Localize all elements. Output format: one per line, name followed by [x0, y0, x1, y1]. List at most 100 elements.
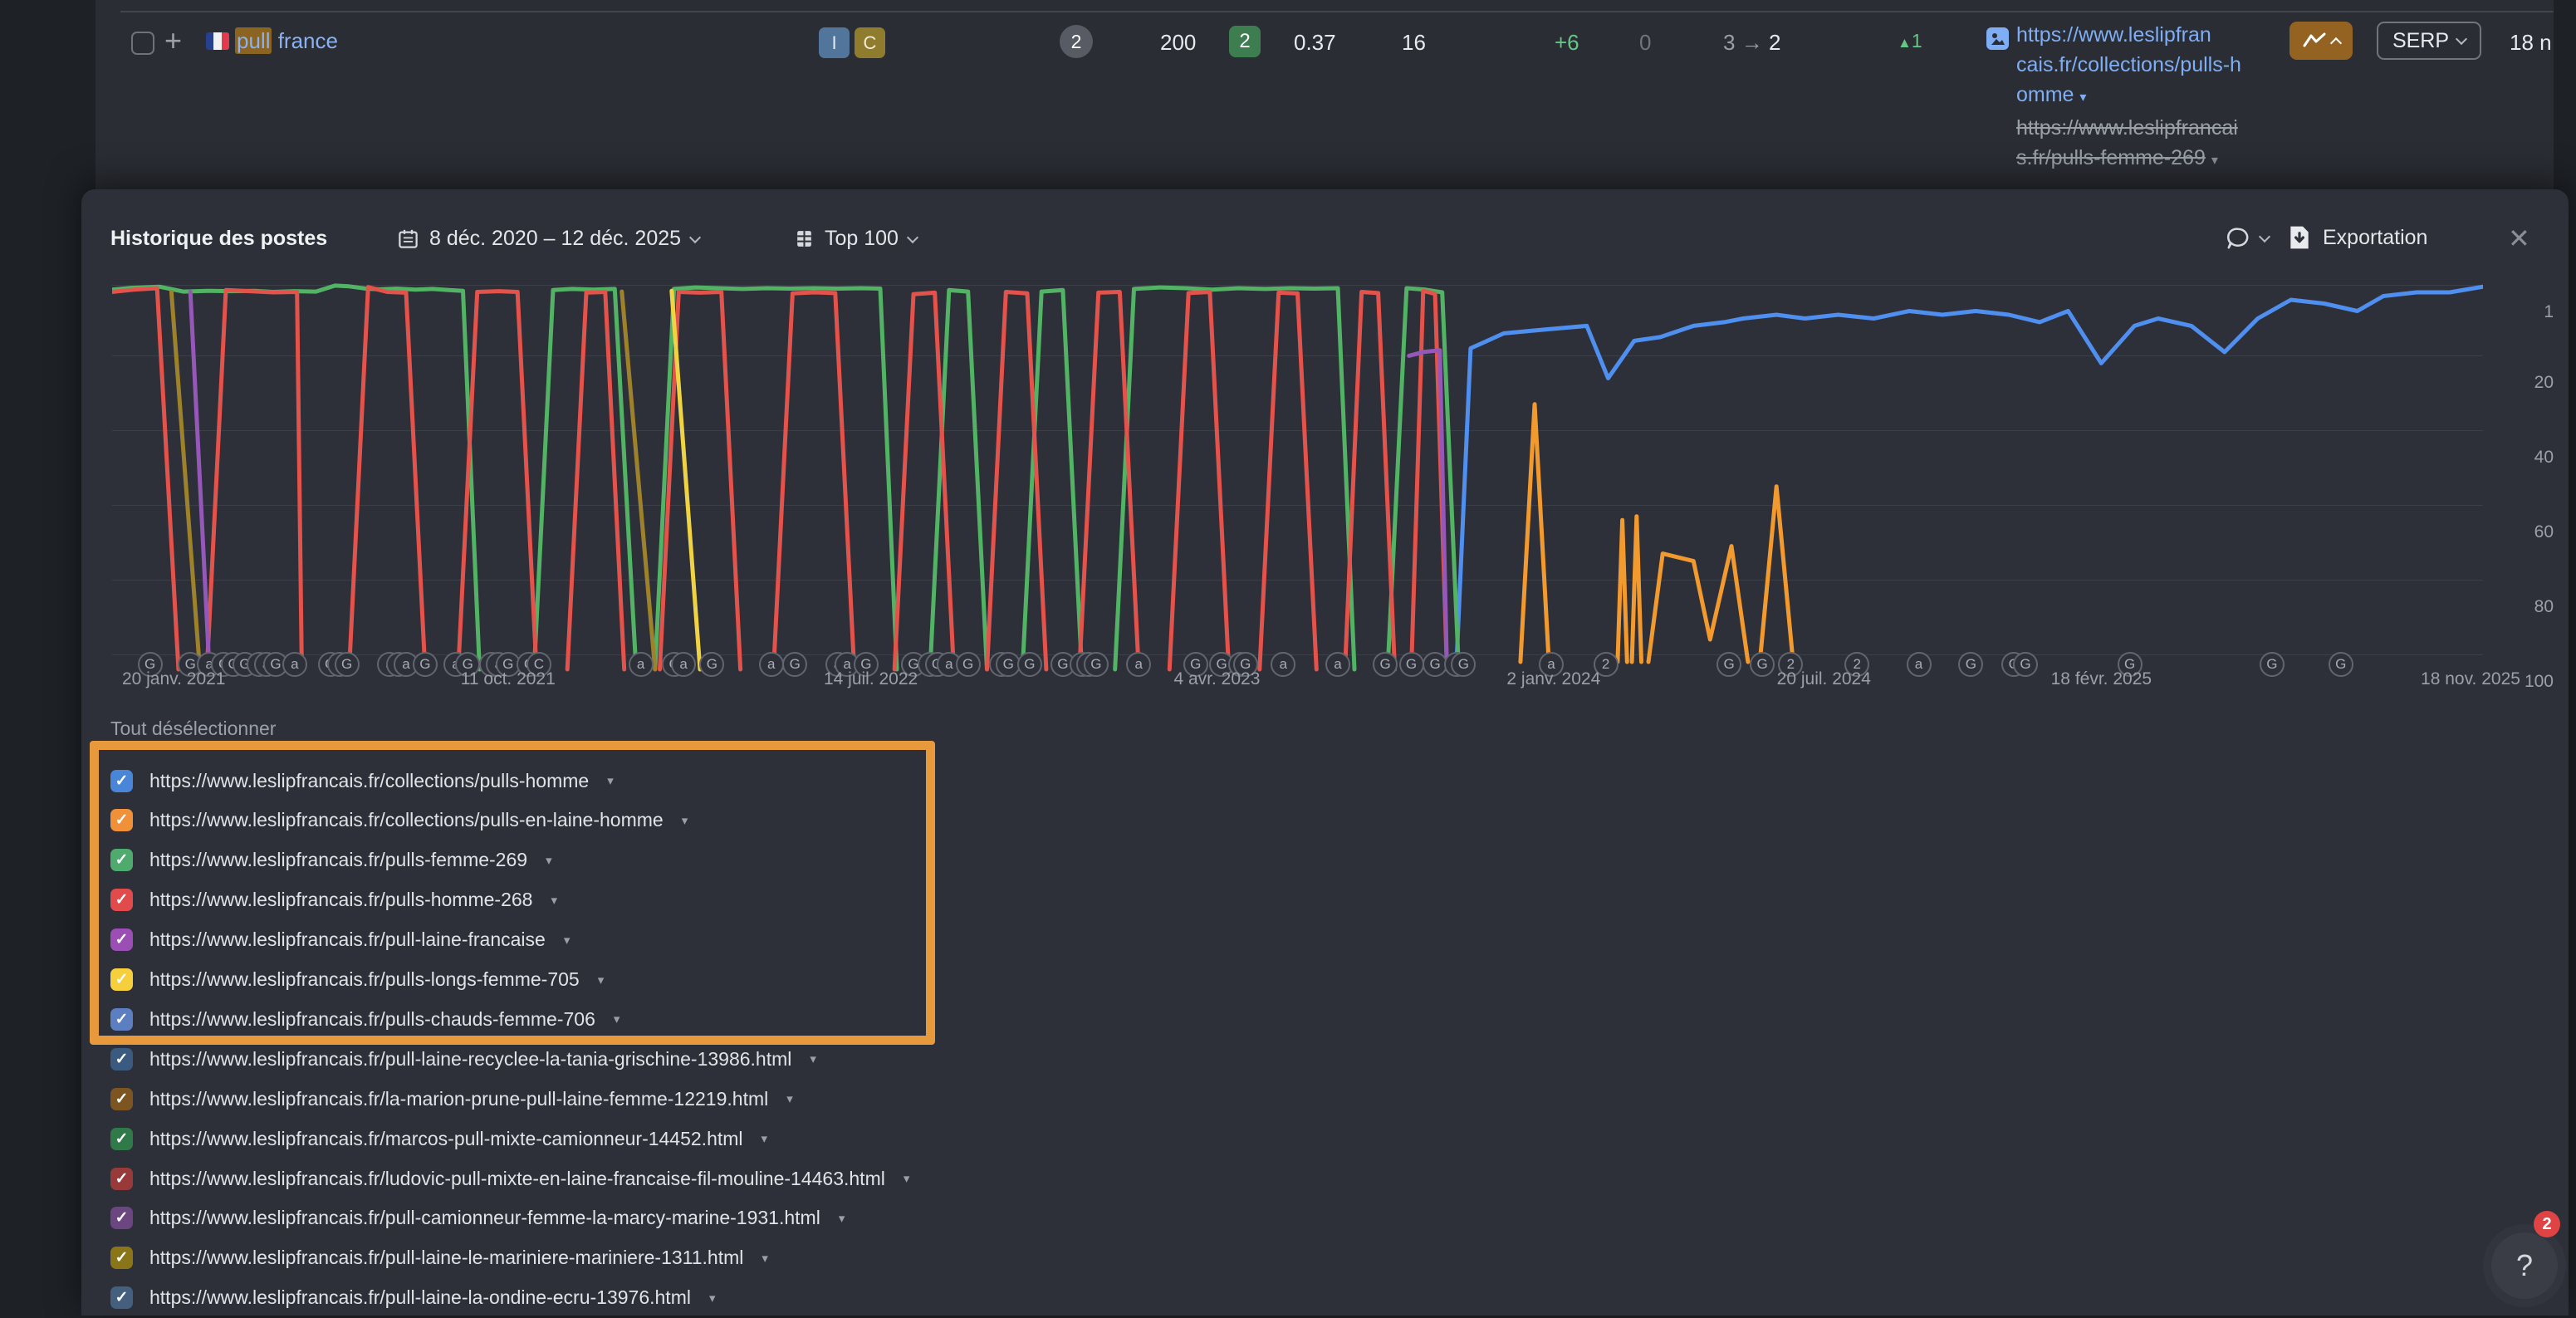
caret-down-icon[interactable]: ▾	[2079, 91, 2087, 105]
position-history-chart[interactable]	[112, 282, 2483, 679]
caret-down-icon[interactable]: ▾	[762, 1251, 768, 1266]
update-marker-G[interactable]: G	[699, 652, 725, 677]
url-label[interactable]: https://www.leslipfrancais.fr/la-marion-…	[149, 1087, 769, 1110]
previous-url[interactable]: https://www.leslipfrancai s.fr/pulls-fem…	[2016, 113, 2265, 176]
url-checkbox[interactable]: ✓	[110, 889, 133, 912]
caret-down-icon[interactable]: ▾	[546, 853, 552, 868]
update-marker-G[interactable]: G	[1717, 652, 1742, 677]
update-marker-a[interactable]: a	[758, 652, 784, 677]
close-icon[interactable]: ✕	[2508, 223, 2530, 253]
update-marker-G[interactable]: G	[1083, 652, 1109, 677]
update-marker-G[interactable]: G	[1958, 652, 1984, 677]
image-thumbnail-icon[interactable]	[1986, 27, 2009, 50]
caret-down-icon[interactable]: ▾	[838, 1211, 845, 1226]
url-checkbox[interactable]: ✓	[110, 809, 133, 832]
update-marker-G[interactable]: G	[495, 652, 521, 677]
url-checkbox[interactable]: ✓	[110, 769, 133, 792]
url-checkbox[interactable]: ✓	[110, 1207, 133, 1230]
position-history-toggle-button[interactable]	[2290, 22, 2353, 60]
update-marker-G[interactable]: G	[955, 652, 981, 677]
serp-dropdown-button[interactable]: SERP	[2377, 22, 2481, 60]
caret-down-icon[interactable]: ▾	[613, 1012, 620, 1027]
update-marker-2[interactable]: 2	[1778, 652, 1804, 677]
update-marker-a[interactable]: a	[671, 652, 697, 677]
url-label[interactable]: https://www.leslipfrancais.fr/pull-laine…	[149, 1047, 792, 1070]
update-marker-G[interactable]: G	[2328, 652, 2353, 677]
update-marker-G[interactable]: G	[2012, 652, 2038, 677]
url-label[interactable]: https://www.leslipfrancais.fr/pull-laine…	[149, 1286, 691, 1309]
update-marker-a[interactable]: a	[282, 652, 307, 677]
keyword-link[interactable]: pull france	[235, 27, 338, 54]
intent-badge-i[interactable]: I	[819, 27, 850, 58]
update-marker-G[interactable]: G	[782, 652, 808, 677]
update-marker-G[interactable]: G	[1016, 652, 1042, 677]
caret-down-icon[interactable]: ▾	[761, 1132, 768, 1147]
deselect-all-link[interactable]: Tout désélectionner	[110, 718, 277, 739]
update-marker-a[interactable]: a	[1906, 652, 1932, 677]
update-marker-G[interactable]: G	[334, 652, 360, 677]
update-marker-a[interactable]: a	[1325, 652, 1351, 677]
update-marker-G[interactable]: G	[1183, 652, 1208, 677]
caret-down-icon[interactable]: ▾	[2211, 154, 2218, 168]
top-filter-dropdown[interactable]: Top 100	[794, 227, 919, 251]
url-label[interactable]: https://www.leslipfrancais.fr/pulls-long…	[149, 968, 580, 990]
url-label[interactable]: https://www.leslipfrancais.fr/pulls-chau…	[149, 1007, 595, 1030]
update-marker-a[interactable]: a	[628, 652, 654, 677]
url-label[interactable]: https://www.leslipfrancais.fr/pull-laine…	[149, 928, 546, 951]
caret-down-icon[interactable]: ▾	[810, 1052, 816, 1067]
url-checkbox[interactable]: ✓	[110, 1247, 133, 1270]
update-marker-a[interactable]: a	[1271, 652, 1296, 677]
row-select-checkbox[interactable]	[131, 32, 154, 55]
update-marker-a[interactable]: a	[1538, 652, 1564, 677]
url-label[interactable]: https://www.leslipfrancais.fr/pulls-femm…	[149, 849, 528, 871]
update-marker-G[interactable]: G	[455, 652, 481, 677]
url-label[interactable]: https://www.leslipfrancais.fr/pull-laine…	[149, 1247, 744, 1269]
update-marker-G[interactable]: G	[1373, 652, 1398, 677]
caret-down-icon[interactable]: ▾	[607, 774, 614, 788]
url-label[interactable]: https://www.leslipfrancais.fr/pull-camio…	[149, 1207, 820, 1229]
url-checkbox[interactable]: ✓	[110, 968, 133, 991]
url-label[interactable]: https://www.leslipfrancais.fr/collection…	[149, 769, 590, 791]
url-label[interactable]: https://www.leslipfrancais.fr/collection…	[149, 809, 664, 831]
update-marker-G[interactable]: G	[1451, 652, 1477, 677]
group-count-badge[interactable]: 2	[1060, 25, 1093, 58]
url-label[interactable]: https://www.leslipfrancais.fr/pulls-homm…	[149, 889, 533, 911]
update-marker-G[interactable]: G	[853, 652, 879, 677]
notes-dropdown[interactable]	[2226, 226, 2271, 251]
caret-down-icon[interactable]: ▾	[903, 1172, 910, 1186]
caret-down-icon[interactable]: ▾	[681, 813, 688, 828]
ranked-url-link[interactable]: https://www.leslipfran cais.fr/collectio…	[2016, 20, 2265, 176]
caret-down-icon[interactable]: ▾	[563, 933, 571, 948]
update-marker-2[interactable]: 2	[1844, 652, 1870, 677]
update-marker-G[interactable]: G	[996, 652, 1021, 677]
update-marker-G[interactable]: G	[412, 652, 438, 677]
update-marker-a[interactable]: a	[1126, 652, 1152, 677]
export-button[interactable]: Exportation	[2288, 224, 2427, 251]
caret-down-icon[interactable]: ▾	[786, 1092, 793, 1107]
position-badge[interactable]: 2	[1229, 26, 1261, 57]
update-marker-C[interactable]: C	[526, 652, 551, 677]
url-checkbox[interactable]: ✓	[110, 928, 133, 952]
update-marker-2[interactable]: 2	[1593, 652, 1619, 677]
url-checkbox[interactable]: ✓	[110, 1047, 133, 1071]
url-checkbox[interactable]: ✓	[110, 849, 133, 872]
url-checkbox[interactable]: ✓	[110, 1167, 133, 1190]
update-marker-G[interactable]: G	[1750, 652, 1775, 677]
date-range-picker[interactable]: 8 déc. 2020 – 12 déc. 2025	[397, 227, 702, 251]
url-label[interactable]: https://www.leslipfrancais.fr/marcos-pul…	[149, 1127, 743, 1149]
add-icon[interactable]: +	[164, 23, 183, 57]
caret-down-icon[interactable]: ▾	[551, 893, 557, 908]
url-checkbox[interactable]: ✓	[110, 1286, 133, 1310]
caret-down-icon[interactable]: ▾	[597, 973, 605, 987]
url-checkbox[interactable]: ✓	[110, 1007, 133, 1031]
update-marker-G[interactable]: G	[1232, 652, 1258, 677]
caret-down-icon[interactable]: ▾	[708, 1291, 716, 1306]
intent-badge-c[interactable]: C	[855, 27, 885, 58]
url-checkbox[interactable]: ✓	[110, 1087, 133, 1110]
update-marker-G[interactable]: G	[2117, 652, 2143, 677]
url-checkbox[interactable]: ✓	[110, 1127, 133, 1150]
update-marker-G[interactable]: G	[1398, 652, 1424, 677]
help-button[interactable]: ?	[2491, 1232, 2558, 1299]
url-label[interactable]: https://www.leslipfrancais.fr/ludovic-pu…	[149, 1167, 885, 1189]
update-marker-G[interactable]: G	[137, 652, 163, 677]
